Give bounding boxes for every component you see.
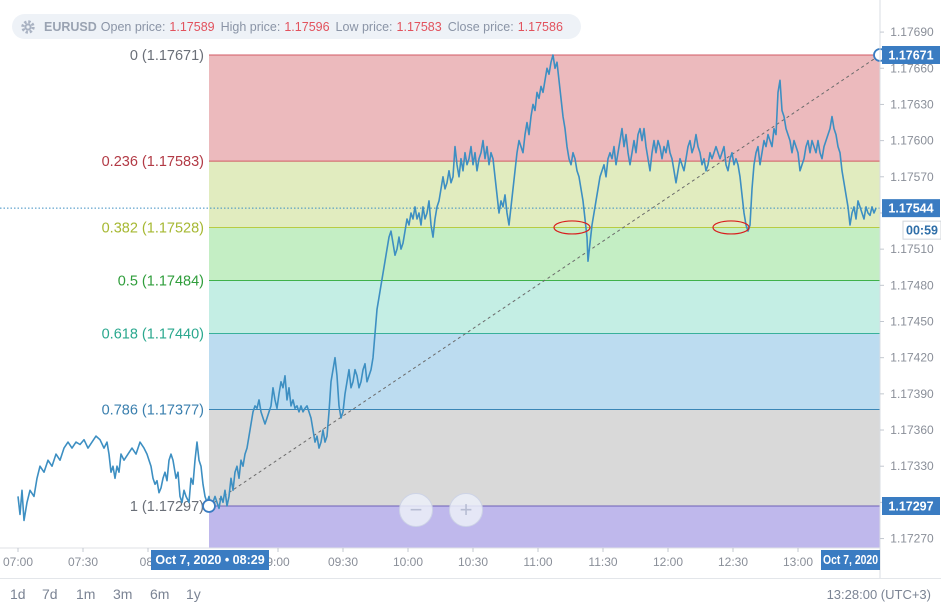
price-tick-label: 1.17660 (890, 61, 934, 75)
time-tick-label: 12:00 (653, 555, 683, 569)
low-price-value: 1.17583 (396, 19, 442, 34)
price-series-line (17, 54, 877, 522)
fib-level-label: 0.786 (1.17377) (102, 403, 204, 419)
countdown-box (902, 220, 941, 240)
minus-icon: − (409, 497, 423, 522)
time-tick-label: 10:00 (393, 555, 423, 569)
range-3m[interactable]: 3m (113, 586, 133, 602)
fib-band (209, 227, 880, 281)
fib-level-label: 0.618 (1.17440) (102, 327, 204, 343)
price-marker (882, 199, 940, 218)
price-tick-label: 1.17690 (890, 25, 934, 39)
range-7d[interactable]: 7d (42, 586, 58, 602)
time-tick-label: 11:30 (588, 555, 617, 569)
price-tick-label: 1.17330 (890, 459, 934, 473)
open-price-label: Open price: (100, 19, 166, 34)
price-marker-label: 1.17297 (888, 500, 933, 514)
zoom-in-button[interactable]: + (449, 493, 483, 527)
clock-readout: 13:28:00 (UTC+3) (826, 587, 931, 602)
time-marker-label: Oct 7, 2020 • 08:29 (155, 553, 264, 567)
high-price-label: High price: (220, 19, 281, 34)
time-tick-label: 09:30 (328, 555, 358, 569)
time-range-bar: 1d 7d 1m 3m 6m 1y 13:28:00 (UTC+3) (0, 578, 941, 611)
range-1y[interactable]: 1y (186, 586, 201, 602)
highlight-ellipse (712, 220, 750, 235)
fib-band (209, 280, 880, 334)
time-tick-label: 13:00 (783, 555, 813, 569)
fib-band (209, 506, 880, 548)
high-price-value: 1.17596 (284, 19, 330, 34)
fib-band (209, 409, 880, 506)
price-marker (882, 46, 940, 64)
price-tick-label: 1.17510 (890, 242, 934, 256)
time-tick-label: 12:30 (718, 555, 748, 569)
price-tick-label: 1.17600 (890, 134, 934, 148)
range-1m[interactable]: 1m (76, 586, 96, 602)
price-marker-label: 1.17544 (888, 202, 933, 216)
time-tick-label: 07:30 (68, 555, 98, 569)
price-tick-label: 1.17420 (890, 351, 934, 365)
price-marker-label: 1.17671 (888, 49, 933, 63)
close-price-label: Close price: (447, 19, 514, 34)
highlight-ellipse (553, 220, 591, 235)
fib-level-label: 0.382 (1.17528) (102, 220, 204, 236)
time-marker-label: Oct 7, 2020 (823, 553, 878, 567)
price-tick-label: 1.17390 (890, 387, 934, 401)
range-6m[interactable]: 6m (150, 586, 170, 602)
fib-band (209, 161, 880, 228)
time-tick-label: 10:30 (458, 555, 488, 569)
price-tick-label: 1.17360 (890, 423, 934, 437)
price-tick-label: 1.17480 (890, 278, 934, 292)
fib-band (209, 333, 880, 410)
symbol-label: EURUSD (44, 19, 97, 34)
fib-level-label: 0.236 (1.17583) (102, 154, 204, 170)
price-tick-label: 1.17570 (890, 170, 934, 184)
time-tick-label: 9:00 (266, 555, 290, 569)
close-price-value: 1.17586 (517, 19, 563, 34)
ohlc-info-bar: EURUSD Open price: 1.17589 High price: 1… (12, 14, 581, 39)
range-1d[interactable]: 1d (10, 586, 26, 602)
fib-level-label: 1 (1.17297) (130, 499, 204, 515)
plus-icon: + (459, 497, 473, 522)
price-marker (882, 497, 940, 515)
price-tick-label: 1.17630 (890, 97, 934, 111)
time-marker (151, 550, 269, 570)
zoom-out-button[interactable]: − (399, 493, 433, 527)
low-price-label: Low price: (335, 19, 393, 34)
countdown-label: 00:59 (906, 224, 938, 238)
price-tick-label: 1.17270 (890, 532, 934, 546)
time-tick-label: 11:00 (523, 555, 552, 569)
fib-level-label: 0.5 (1.17484) (118, 274, 204, 290)
time-tick-label: 07:00 (3, 555, 33, 569)
fib-level-label: 0 (1.17671) (130, 48, 204, 64)
time-marker (821, 550, 880, 570)
gear-icon[interactable] (20, 19, 36, 35)
fibonacci-trend-line (208, 54, 881, 507)
anchor-handle-start[interactable] (202, 499, 216, 513)
price-tick-label: 1.17450 (890, 315, 934, 329)
fib-band (209, 55, 880, 162)
open-price-value: 1.17589 (169, 19, 215, 34)
